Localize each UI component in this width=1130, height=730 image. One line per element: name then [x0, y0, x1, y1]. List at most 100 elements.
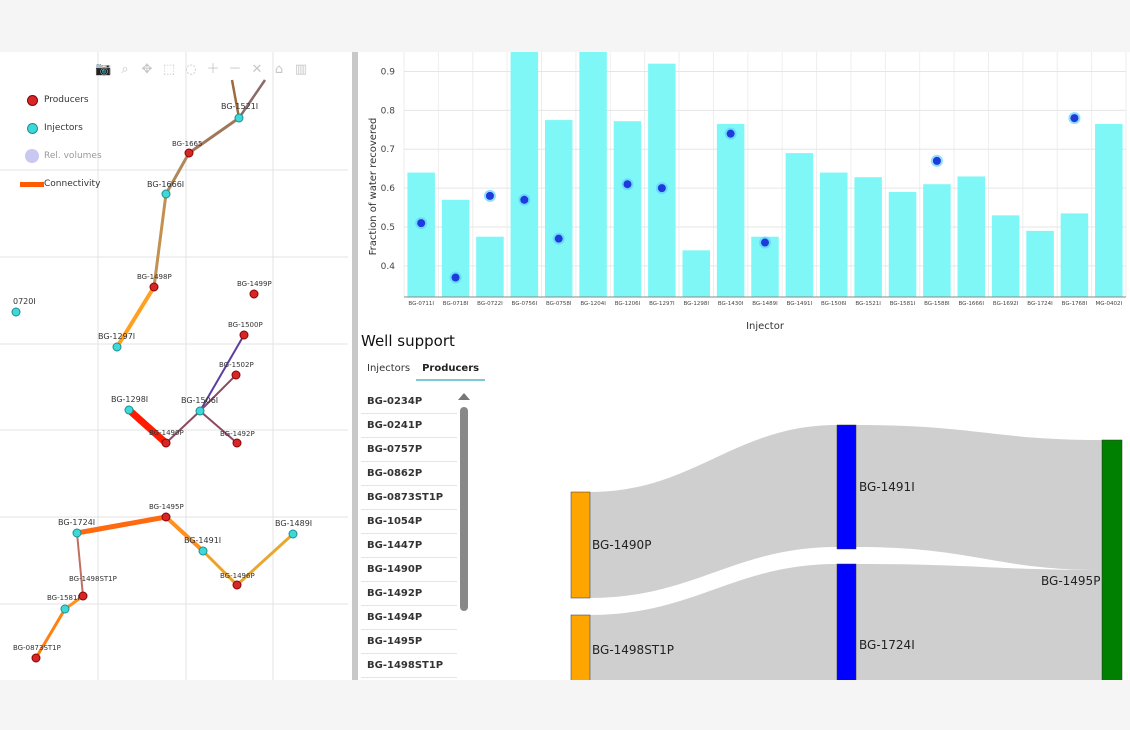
lasso-icon[interactable]: ◌	[185, 62, 197, 77]
connectivity-line	[187, 116, 241, 155]
producer-marker	[31, 653, 41, 663]
app-window: BG-1521I BG-1665 BG-1666I BG-1498P BG-1499P 0…	[0, 52, 1130, 680]
bar	[820, 172, 848, 297]
x-tick-label: BG-1430I	[718, 301, 744, 307]
bar	[888, 192, 917, 297]
plot-modebar: 📷 ⌕ ✥ ⬚ ◌ ＋ － ✕ ⌂ ▥	[95, 62, 309, 78]
tab-injectors[interactable]: Injectors	[367, 363, 411, 374]
list-item[interactable]: BG-1447P	[361, 534, 457, 558]
sankey-link	[856, 425, 1102, 570]
map-legend: Producers Injectors Rel. volumes Connect…	[18, 86, 102, 198]
list-item[interactable]: BG-0757P	[361, 438, 457, 462]
well-label: BG-1498ST1P	[69, 575, 117, 583]
producer-marker	[184, 148, 194, 158]
data-point	[554, 234, 563, 243]
autoscale-icon[interactable]: ✕	[251, 62, 263, 77]
list-item[interactable]: BG-1494P	[361, 606, 457, 630]
x-tick-label: BG-1581I	[890, 301, 916, 307]
well-support-sankey[interactable]: BG-1490P BG-1498ST1P BG-1491I BG-1724I BG-14…	[474, 327, 1130, 680]
injector-marker	[161, 189, 171, 199]
data-point	[726, 129, 735, 138]
injector-marker	[195, 406, 205, 416]
bar	[1026, 230, 1054, 297]
producer-marker	[232, 438, 242, 448]
zoom-icon[interactable]: ⌕	[121, 62, 129, 77]
home-icon[interactable]: ⌂	[274, 62, 284, 77]
well-label: BG-1506I	[181, 396, 218, 405]
list-item[interactable]: BG-1490P	[361, 558, 457, 582]
scroll-up-arrow-icon[interactable]	[458, 393, 470, 400]
list-item[interactable]: BG-1054P	[361, 510, 457, 534]
sankey-node	[570, 614, 591, 680]
x-tick-label: BG-1588I	[924, 301, 950, 307]
relvolume-dot-icon	[25, 149, 39, 163]
list-item[interactable]: BG-0873ST1P	[361, 486, 457, 510]
well-label: BG-1521I	[221, 102, 258, 111]
producer-marker	[239, 330, 249, 340]
bar	[682, 250, 710, 297]
x-tick-label: BG-0758I	[546, 301, 572, 307]
producer-well-list: BG-0234P BG-0241P BG-0757P BG-0862P BG-0…	[361, 390, 457, 678]
list-item[interactable]: BG-0234P	[361, 390, 457, 414]
connectivity-line	[74, 514, 169, 536]
producer-dot-icon	[27, 94, 38, 106]
legend-item-rel-volumes[interactable]: Rel. volumes	[18, 142, 102, 170]
list-scrollbar-thumb[interactable]	[460, 407, 468, 611]
connectivity-line	[115, 285, 156, 349]
well-support-title: Well support	[361, 332, 455, 350]
connectivity-line	[76, 532, 84, 597]
well-label: BG-1491I	[184, 536, 221, 545]
data-point	[520, 195, 529, 204]
well-support-panel: Well support Injectors Producers BG-0234…	[358, 327, 1130, 680]
x-tick-label: BG-1489I	[752, 301, 778, 307]
well-label: BG-1500P	[228, 321, 263, 329]
tab-producers[interactable]: Producers	[416, 360, 486, 381]
well-label: BG-1495P	[149, 503, 184, 511]
injector-marker	[124, 405, 134, 415]
well-label: BG-1724I	[58, 518, 95, 527]
well-map-plot[interactable]: BG-1521I BG-1665 BG-1666I BG-1498P BG-1499P 0…	[0, 52, 352, 680]
sankey-node-label: BG-1498ST1P	[592, 643, 674, 657]
x-tick-label: BG-0718I	[443, 301, 469, 307]
well-label: BG-0873ST1P	[13, 644, 61, 652]
panel-splitter[interactable]	[352, 52, 358, 680]
list-item[interactable]: BG-1492P	[361, 582, 457, 606]
x-tick-label: BG-0756I	[512, 301, 538, 307]
y-tick-label: 0.7	[381, 145, 395, 155]
box-select-icon[interactable]: ⬚	[162, 62, 176, 77]
zoom-in-icon[interactable]: ＋	[206, 62, 220, 77]
connectivity-line	[165, 410, 201, 444]
data-point	[451, 273, 460, 282]
well-map-panel[interactable]: BG-1521I BG-1665 BG-1666I BG-1498P BG-1499P 0…	[0, 52, 352, 680]
well-label: 0720I	[13, 297, 36, 306]
bar	[923, 184, 951, 297]
sankey-node	[1101, 439, 1123, 680]
data-point	[932, 156, 941, 165]
legend-item-connectivity[interactable]: Connectivity	[18, 170, 102, 198]
bar	[1060, 213, 1089, 297]
bar	[957, 176, 986, 297]
pan-icon[interactable]: ✥	[141, 62, 153, 77]
y-tick-label: 0.9	[381, 67, 396, 77]
connectivity-line	[199, 374, 237, 412]
list-item[interactable]: BG-0862P	[361, 462, 457, 486]
well-label: BG-1489I	[275, 519, 312, 528]
water-recovery-bar-chart[interactable]: 0.4 0.5 0.6 0.7 0.8 0.9 BG-0711I BG-0718I BG-072…	[358, 52, 1130, 342]
x-axis-title: Injector	[746, 321, 785, 332]
zoom-out-icon[interactable]: －	[228, 62, 242, 77]
producer-marker	[232, 580, 242, 590]
injector-marker	[11, 307, 21, 317]
sankey-node	[836, 563, 857, 680]
x-tick-label: BG-1491I	[787, 301, 813, 307]
y-tick-label: 0.4	[381, 262, 396, 272]
camera-icon[interactable]: 📷	[95, 62, 112, 77]
x-tick-label: BG-0711I	[408, 301, 434, 307]
connectivity-line	[199, 334, 245, 412]
plotly-logo-icon[interactable]: ▥	[294, 62, 308, 77]
legend-item-producers[interactable]: Producers	[18, 86, 102, 114]
list-item[interactable]: BG-1498ST1P	[361, 654, 457, 678]
list-item[interactable]: BG-0241P	[361, 414, 457, 438]
x-tick-label: MG-0402I	[1095, 301, 1122, 307]
list-item[interactable]: BG-1495P	[361, 630, 457, 654]
legend-item-injectors[interactable]: Injectors	[18, 114, 102, 142]
